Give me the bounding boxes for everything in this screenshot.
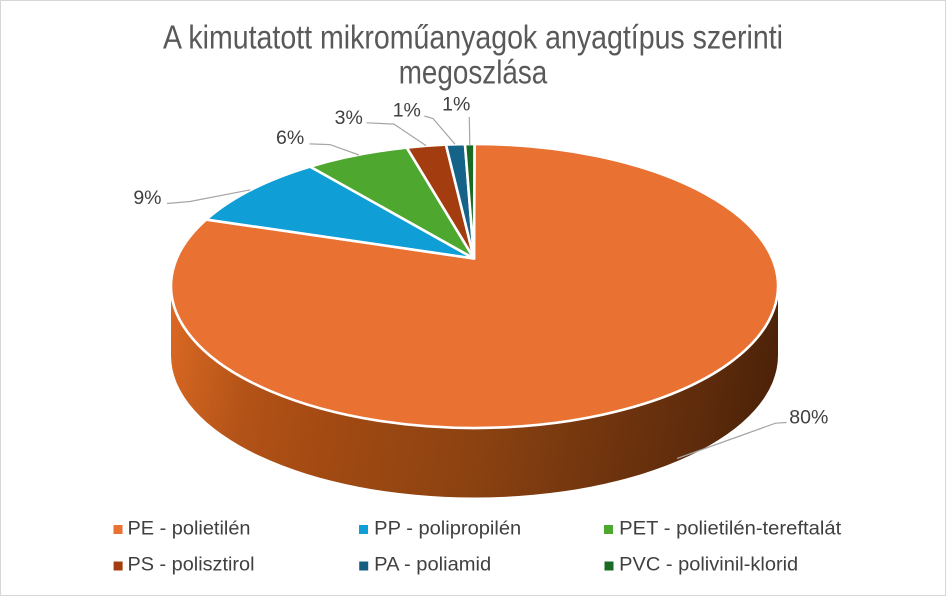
svg-text:1%: 1% <box>442 94 470 116</box>
svg-text:80%: 80% <box>789 406 828 428</box>
svg-text:PS - polisztirol: PS - polisztirol <box>128 555 255 576</box>
svg-text:PA - poliamid: PA - poliamid <box>374 555 491 576</box>
svg-text:A kimutatott mikroműanyagok an: A kimutatott mikroműanyagok anyagtípus s… <box>163 19 783 56</box>
svg-text:PVC - polivinil-klorid: PVC - polivinil-klorid <box>619 555 798 576</box>
svg-text:3%: 3% <box>335 107 363 129</box>
svg-text:6%: 6% <box>276 127 304 149</box>
svg-text:PP - polipropilén: PP - polipropilén <box>374 519 521 540</box>
svg-text:PE - polietilén: PE - polietilén <box>128 519 251 540</box>
svg-text:megoszlása: megoszlása <box>399 54 548 91</box>
svg-text:9%: 9% <box>133 187 161 209</box>
svg-text:PET - polietilén-tereftalát: PET - polietilén-tereftalát <box>619 519 842 540</box>
svg-text:1%: 1% <box>393 100 421 122</box>
